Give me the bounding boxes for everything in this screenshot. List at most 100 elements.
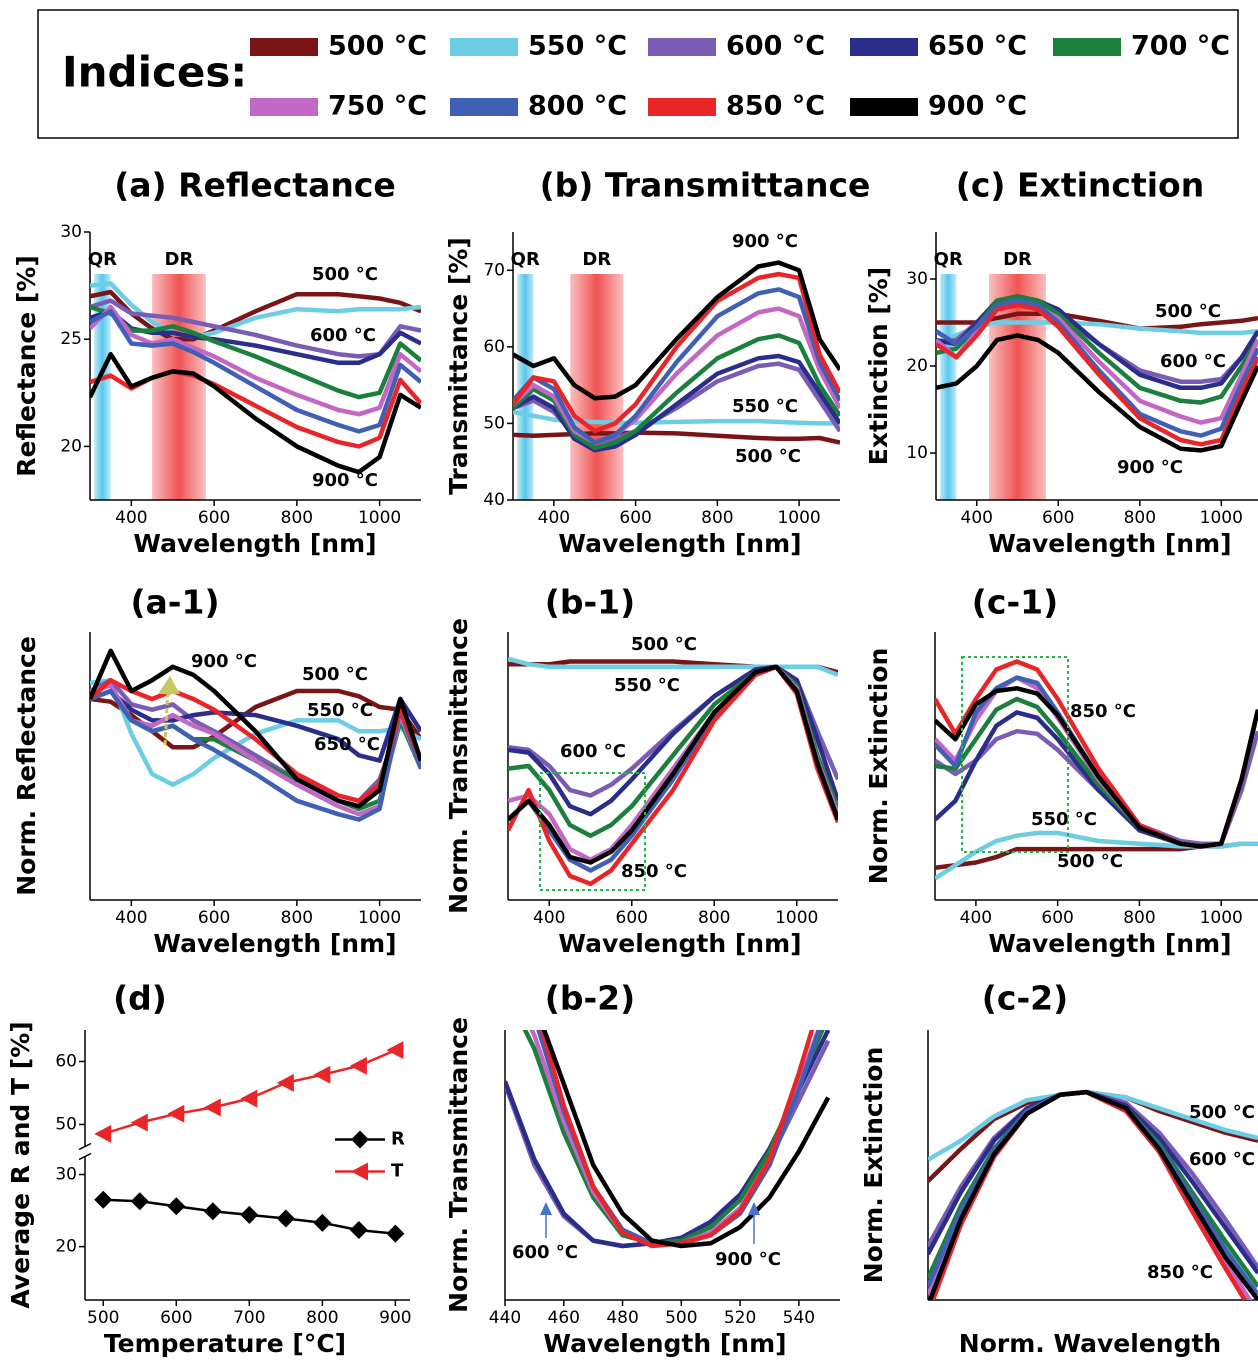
band	[152, 274, 206, 500]
series-group	[508, 656, 838, 887]
series-line	[90, 351, 421, 475]
chart-title: (a) Reflectance	[114, 166, 396, 205]
marker	[240, 1205, 259, 1224]
y-axis-label: Norm. Extinction	[864, 648, 893, 885]
y-axis-label: Extinction [%]	[864, 267, 893, 465]
y-tick-label: 10	[906, 443, 928, 463]
marker	[313, 1065, 331, 1084]
series-line	[90, 309, 421, 434]
marker	[167, 1104, 185, 1123]
marker	[130, 1113, 148, 1132]
series-line	[513, 430, 840, 445]
x-axis-label: Wavelength [nm]	[543, 1329, 786, 1358]
series-line	[508, 664, 838, 817]
series-line	[513, 260, 840, 401]
x-tick-label: 600	[619, 508, 651, 528]
series-line	[508, 664, 838, 865]
x-tick-label: 460	[548, 1308, 580, 1328]
band-label: QR	[511, 249, 540, 270]
x-tick-label: 1000	[358, 508, 401, 528]
annotation: 500 °C	[1155, 301, 1221, 322]
series-group	[513, 260, 840, 453]
legend-title: Indices:	[62, 48, 247, 97]
x-tick-label: 900	[379, 1308, 411, 1328]
legend-swatch	[450, 98, 518, 116]
annotation: 850 °C	[1070, 701, 1136, 722]
marker	[94, 1124, 112, 1143]
band	[94, 274, 111, 500]
series-group	[936, 294, 1258, 453]
series-line	[90, 304, 421, 400]
x-tick-label: 400	[961, 508, 993, 528]
legend-marker	[351, 1130, 369, 1149]
annotation: 900 °C	[312, 470, 378, 491]
x-tick-label: 500	[87, 1308, 119, 1328]
y-axis-label: Transmittance [%]	[444, 237, 473, 495]
annotation: 500 °C	[631, 634, 697, 655]
marker	[94, 1190, 113, 1209]
annotation: 900 °C	[732, 231, 798, 252]
x-tick-label: 520	[724, 1308, 756, 1328]
legend-label: 800 °C	[528, 91, 627, 122]
band-label: DR	[1003, 249, 1032, 270]
series-line	[513, 271, 840, 434]
legend-swatch	[250, 98, 318, 116]
y-tick-label: 20	[55, 1237, 77, 1257]
series-line	[90, 677, 421, 804]
arrow-head	[158, 676, 180, 694]
x-tick-label: 700	[233, 1308, 265, 1328]
chart-title: (b) Transmittance	[540, 166, 871, 205]
x-tick-label: 1000	[775, 908, 818, 928]
legend-label: R	[391, 1129, 405, 1150]
x-tick-label: 600	[160, 1308, 192, 1328]
x-tick-label: 400	[960, 908, 992, 928]
band-label: DR	[582, 249, 611, 270]
legend-marker	[351, 1162, 368, 1181]
x-tick-label: 1000	[777, 508, 820, 528]
legend-label: 600 °C	[726, 31, 825, 62]
y-axis-label: Norm. Reflectance	[12, 636, 41, 896]
series-group	[928, 1089, 1258, 1300]
x-tick-label: 500	[665, 1308, 697, 1328]
legend-label: 750 °C	[328, 91, 427, 122]
marker	[349, 1056, 367, 1075]
chart-title: (c-1)	[972, 583, 1058, 622]
annotation: 550 °C	[614, 675, 680, 696]
annotation: 650 °C	[314, 734, 380, 755]
x-tick-label: 800	[1123, 908, 1155, 928]
series-group	[935, 659, 1258, 881]
y-axis-label: Norm. Transmittance	[444, 618, 473, 914]
x-tick-label: 440	[489, 1308, 521, 1328]
chart-title: (b-2)	[545, 979, 635, 1018]
x-tick-label: 800	[281, 508, 313, 528]
annotation: 550 °C	[732, 396, 798, 417]
legend-label: 700 °C	[1131, 31, 1230, 62]
axis-break	[78, 1152, 92, 1161]
legend-box	[37, 9, 1239, 139]
series-line	[541, 1030, 831, 1249]
y-tick-label: 25	[60, 329, 82, 349]
annotation: 850 °C	[1147, 1262, 1213, 1283]
x-tick-label: 1000	[1200, 508, 1243, 528]
y-tick-label: 30	[55, 1165, 77, 1185]
series-group	[90, 648, 421, 822]
x-axis-label: Wavelength [nm]	[988, 929, 1231, 958]
y-tick-label: 60	[55, 1051, 77, 1071]
marker	[349, 1221, 368, 1240]
legend-swatch	[450, 38, 518, 56]
marker	[167, 1197, 186, 1216]
y-tick-label: 60	[483, 337, 505, 357]
annotation: 500 °C	[312, 264, 378, 285]
annotation: 900 °C	[191, 651, 257, 672]
x-tick-label: 600	[1042, 508, 1074, 528]
legend-label: T	[391, 1161, 404, 1182]
annotation: 600 °C	[512, 1242, 578, 1263]
y-tick-label: 40	[483, 490, 505, 510]
annotation: 500 °C	[735, 446, 801, 467]
legend-swatch	[648, 98, 716, 116]
marker	[386, 1041, 404, 1060]
annotation: 900 °C	[1117, 457, 1183, 478]
legend-swatch	[1053, 38, 1121, 56]
x-tick-label: 400	[538, 508, 570, 528]
x-tick-label: 400	[115, 908, 147, 928]
